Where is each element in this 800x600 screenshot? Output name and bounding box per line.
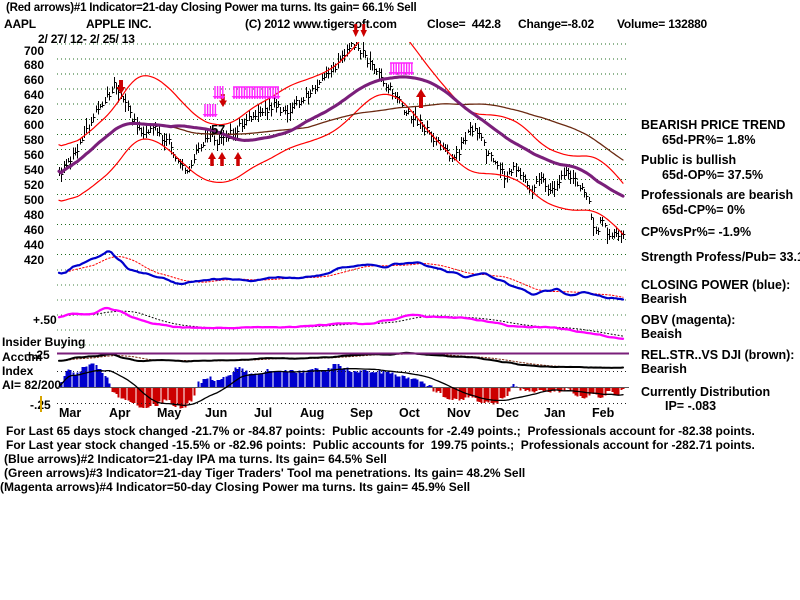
x-tick-feb: Feb bbox=[592, 406, 615, 420]
volume: Volume= 132880 bbox=[617, 17, 708, 31]
insider-label-line2: Accum bbox=[2, 350, 43, 364]
x-tick-aug: Aug bbox=[300, 406, 325, 420]
x-tick-sep: Sep bbox=[350, 406, 373, 420]
chart-graphics bbox=[57, 42, 629, 409]
x-tick-dec: Dec bbox=[496, 406, 519, 420]
footer-line-4: (Green arrows)#3 Indicator=21-day Tiger … bbox=[4, 466, 526, 480]
y-tick-420: 420 bbox=[23, 253, 44, 267]
close-price: Close= 442.8 bbox=[427, 17, 501, 31]
obv-title: OBV (magenta): bbox=[641, 313, 736, 327]
y-tick-620: 620 bbox=[23, 103, 44, 117]
y-tick-640: 640 bbox=[23, 88, 44, 102]
company-name: APPLE INC. bbox=[86, 17, 152, 31]
cp-vs-pr: CP%vsPr%= -1.9% bbox=[641, 225, 752, 239]
y-tick-540: 540 bbox=[23, 163, 44, 177]
footer-line-3: (Blue arrows)#2 Indicator=21-day IPA ma … bbox=[4, 452, 387, 466]
y-tick-500: 500 bbox=[23, 193, 44, 207]
ticker-symbol: AAPL bbox=[4, 17, 36, 31]
indicator-1-headline: (Red arrows)#1 Indicator=21-day Closing … bbox=[6, 2, 417, 14]
x-tick-jun: Jun bbox=[205, 406, 228, 420]
public-value: 65d-OP%= 37.5% bbox=[662, 168, 764, 182]
distribution-title: Currently Distribution bbox=[641, 385, 771, 399]
price-change: Change=-8.02 bbox=[518, 17, 594, 31]
red-double-down-arrow-marker bbox=[352, 24, 370, 38]
y-tick-700: 700 bbox=[23, 44, 44, 58]
x-tick-may: May bbox=[157, 406, 182, 420]
distribution-value: IP= -.083 bbox=[665, 399, 717, 413]
x-tick-nov: Nov bbox=[447, 406, 471, 420]
insider-label-line4: AI= 82/200 bbox=[2, 378, 62, 392]
y-tick-580: 580 bbox=[23, 133, 44, 147]
x-tick-jul: Jul bbox=[254, 406, 273, 420]
x-tick-oct: Oct bbox=[399, 406, 420, 420]
x-axis-start-tick bbox=[40, 396, 42, 412]
x-tick-apr: Apr bbox=[109, 406, 131, 420]
insider-scale-plus50: +.50 bbox=[33, 313, 57, 327]
public-title: Public is bullish bbox=[641, 153, 737, 167]
y-tick-440: 440 bbox=[23, 238, 44, 252]
professionals-value: 65d-CP%= 0% bbox=[662, 203, 746, 217]
closing-power-title: CLOSING POWER (blue): bbox=[641, 278, 791, 292]
y-tick-660: 660 bbox=[23, 73, 44, 87]
x-tick-mar: Mar bbox=[59, 406, 82, 420]
relstr-title: REL.STR..VS DJI (brown): bbox=[641, 348, 795, 362]
insider-label-line3: Index bbox=[2, 364, 34, 378]
footer-line-1: For Last 65 days stock changed -21.7% or… bbox=[6, 424, 755, 438]
x-tick-jan: Jan bbox=[544, 406, 566, 420]
y-tick-460: 460 bbox=[23, 223, 44, 237]
price-chart-canvas bbox=[57, 42, 629, 414]
insider-label-line1: Insider Buying bbox=[2, 335, 86, 349]
professionals-title: Professionals are bearish bbox=[641, 188, 794, 202]
footer-line-5: (Magenta arrows)#4 Indicator=50-day Clos… bbox=[0, 480, 471, 494]
price-trend-value: 65d-PR%= 1.8% bbox=[662, 133, 756, 147]
footer-line-2: For Last year stock changed -15.5% or -8… bbox=[6, 438, 755, 452]
obv-value: Beaish bbox=[641, 327, 682, 341]
insider-scale-plus25: +.25 bbox=[26, 348, 50, 362]
y-tick-560: 560 bbox=[23, 148, 44, 162]
closing-power-value: Bearish bbox=[641, 292, 687, 306]
y-tick-480: 480 bbox=[23, 208, 44, 222]
price-trend-title: BEARISH PRICE TREND bbox=[641, 118, 786, 132]
date-range: 2/ 27/ 12- 2/ 25/ 13 bbox=[38, 32, 135, 46]
copyright-notice: (C) 2012 www.tigersoft.com bbox=[245, 17, 397, 31]
y-tick-520: 520 bbox=[23, 178, 44, 192]
annotation-57: 57 bbox=[211, 122, 226, 137]
strength-ratio: Strength Profess/Pub= 33.1 bbox=[641, 250, 800, 264]
relstr-value: Bearish bbox=[641, 362, 687, 376]
y-tick-600: 600 bbox=[23, 118, 44, 132]
y-tick-680: 680 bbox=[23, 58, 44, 72]
